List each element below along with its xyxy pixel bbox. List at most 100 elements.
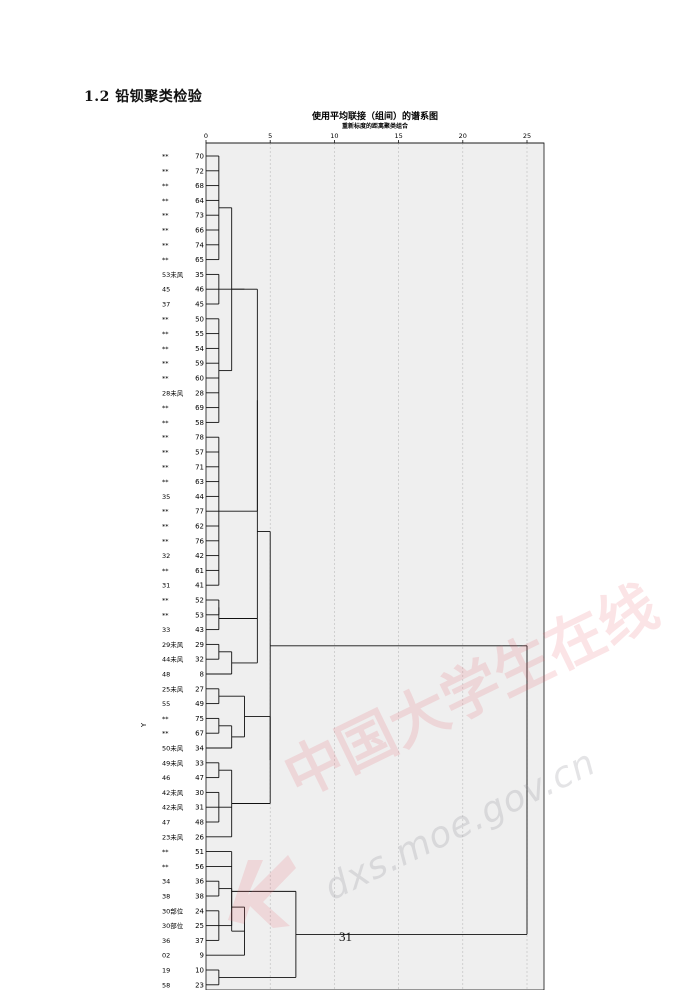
leaf-id: 31 xyxy=(195,804,204,812)
leaf-label: ** xyxy=(162,182,169,190)
leaf-label: ** xyxy=(162,360,169,368)
chart-subtitle: 重新标度的距离聚类组合 xyxy=(342,122,409,130)
leaf-label: 30部位 xyxy=(162,921,184,930)
leaf-id: 71 xyxy=(195,463,204,471)
leaf-id: 9 xyxy=(200,952,204,960)
leaf-id: 54 xyxy=(195,345,204,353)
leaf-label: ** xyxy=(162,730,169,738)
leaf-id: 74 xyxy=(195,241,204,249)
leaf-label: 38 xyxy=(162,893,170,901)
leaf-label: ** xyxy=(162,345,169,353)
leaf-label: ** xyxy=(162,567,169,575)
leaf-label: ** xyxy=(162,241,169,249)
leaf-id: 24 xyxy=(195,907,204,915)
leaf-id: 77 xyxy=(195,508,204,516)
leaf-id: 33 xyxy=(195,759,204,767)
leaf-label: ** xyxy=(162,197,169,205)
leaf-id: 37 xyxy=(195,937,204,945)
leaf-label: 29未风 xyxy=(162,640,184,649)
leaf-label: ** xyxy=(162,375,169,383)
plot-area xyxy=(205,142,545,990)
leaf-label: 58 xyxy=(162,981,170,989)
leaf-label: ** xyxy=(162,167,169,175)
link-layer xyxy=(206,155,528,986)
leaf-label: 31 xyxy=(162,582,170,590)
leaf-id: 35 xyxy=(195,271,204,279)
leaf-id: 51 xyxy=(195,848,204,856)
leaf-label: 02 xyxy=(162,952,170,960)
leaf-label: 42未风 xyxy=(162,788,184,797)
leaf-label: ** xyxy=(162,449,169,457)
x-tick-label: 25 xyxy=(523,132,531,140)
leaf-layer: ** 70 ** 72 ** 68 ** 64 ** 73 ** 66 ** 74 ** 65 53未风 35 45… xyxy=(162,153,205,990)
x-tick-label: 15 xyxy=(394,132,402,140)
leaf-id: 69 xyxy=(195,404,204,412)
leaf-label: ** xyxy=(162,597,169,605)
leaf-label: 47 xyxy=(162,819,170,827)
leaf-label: 32 xyxy=(162,552,170,560)
leaf-id: 57 xyxy=(195,449,204,457)
leaf-label: ** xyxy=(162,256,169,264)
leaf-label: 55 xyxy=(162,700,170,708)
leaf-id: 47 xyxy=(195,774,204,782)
x-tick-label: 5 xyxy=(268,132,272,140)
leaf-label: ** xyxy=(162,478,169,486)
leaf-label: ** xyxy=(162,212,169,220)
leaf-label: ** xyxy=(162,848,169,856)
section-heading: 1.2 铅钡聚类检验 xyxy=(84,89,203,105)
leaf-id: 32 xyxy=(195,656,204,664)
leaf-id: 59 xyxy=(195,360,204,368)
leaf-label: 25未风 xyxy=(162,684,184,693)
page-number: 31 xyxy=(339,929,352,944)
leaf-label: 23未风 xyxy=(162,832,184,841)
leaf-label: ** xyxy=(162,715,169,723)
leaf-label: 50未风 xyxy=(162,744,184,753)
leaf-id: 67 xyxy=(195,730,204,738)
leaf-id: 58 xyxy=(195,419,204,427)
leaf-label: 42未风 xyxy=(162,803,184,812)
leaf-id: 23 xyxy=(195,981,204,989)
leaf-id: 70 xyxy=(195,153,204,161)
x-tick-label: 20 xyxy=(459,132,467,140)
leaf-label: 45 xyxy=(162,286,170,294)
leaf-label: 36 xyxy=(162,937,170,945)
leaf-id: 56 xyxy=(195,863,204,871)
leaf-id: 28 xyxy=(195,389,204,397)
leaf-id: 41 xyxy=(195,582,204,590)
leaf-label: 30部位 xyxy=(162,906,184,915)
leaf-label: ** xyxy=(162,330,169,338)
leaf-id: 49 xyxy=(195,700,204,708)
leaf-id: 64 xyxy=(195,197,204,205)
leaf-id: 8 xyxy=(200,671,204,679)
leaf-label: 49未风 xyxy=(162,758,184,767)
leaf-label: ** xyxy=(162,537,169,545)
leaf-label: ** xyxy=(162,523,169,531)
leaf-id: 10 xyxy=(195,967,204,975)
leaf-id: 36 xyxy=(195,878,204,886)
chart-title: 使用平均联接（组间）的谱系图 xyxy=(311,110,438,122)
leaf-label: 46 xyxy=(162,774,170,782)
x-tick-label: 0 xyxy=(204,132,208,140)
leaf-id: 52 xyxy=(195,597,204,605)
leaf-label: 37 xyxy=(162,301,170,309)
leaf-id: 73 xyxy=(195,212,204,220)
leaf-id: 53 xyxy=(195,611,204,619)
leaf-label: ** xyxy=(162,315,169,323)
leaf-id: 50 xyxy=(195,315,204,323)
leaf-label: ** xyxy=(162,153,169,161)
leaf-id: 34 xyxy=(195,745,204,753)
axis-layer: 0 5 10 15 20 25 xyxy=(204,132,544,144)
leaf-id: 29 xyxy=(195,641,204,649)
leaf-label: 53未风 xyxy=(162,270,184,279)
leaf-id: 68 xyxy=(195,182,204,190)
leaf-label: ** xyxy=(162,508,169,516)
leaf-id: 75 xyxy=(195,715,204,723)
leaf-label: ** xyxy=(162,863,169,871)
leaf-id: 63 xyxy=(195,478,204,486)
leaf-id: 65 xyxy=(195,256,204,264)
leaf-label: 48 xyxy=(162,671,170,679)
leaf-id: 27 xyxy=(195,685,204,693)
leaf-id: 55 xyxy=(195,330,204,338)
leaf-id: 76 xyxy=(195,537,204,545)
leaf-id: 26 xyxy=(195,833,204,841)
